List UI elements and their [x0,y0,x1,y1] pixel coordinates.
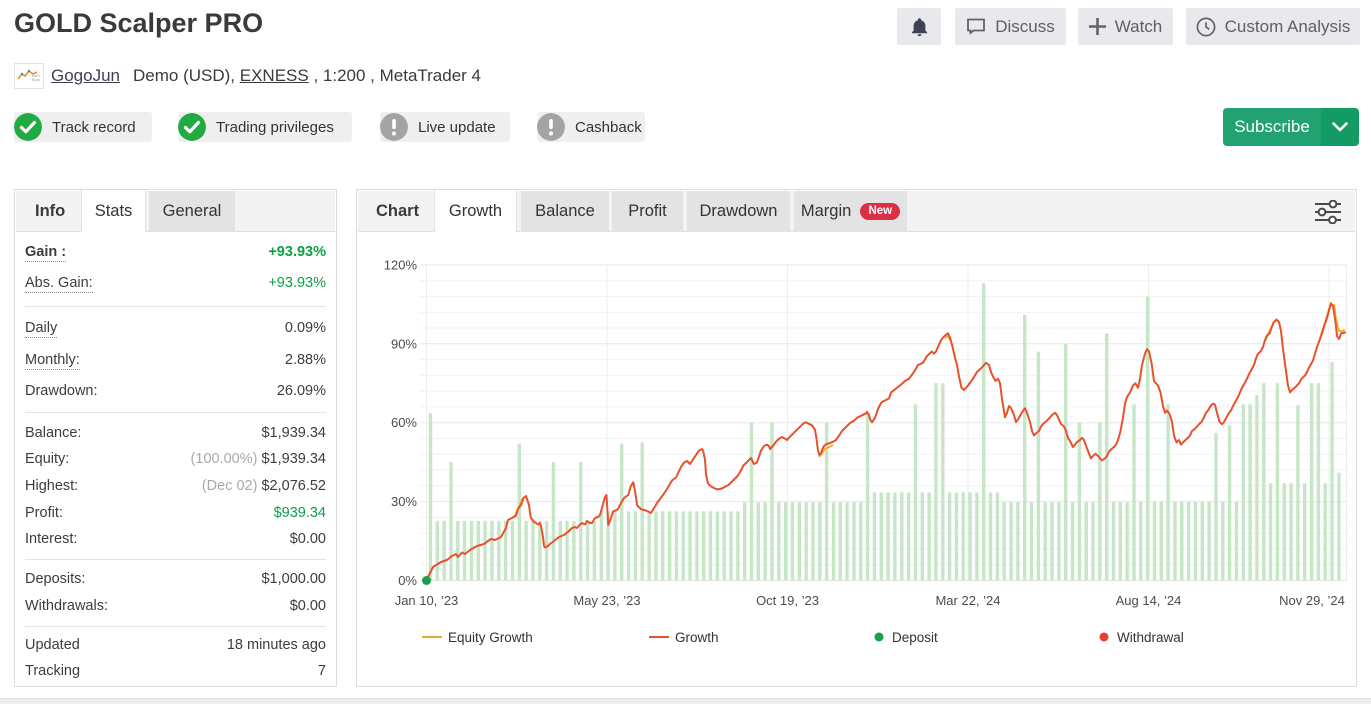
svg-text:120%: 120% [384,257,418,272]
svg-text:Oct 19, ’23: Oct 19, ’23 [756,593,819,608]
svg-text:60%: 60% [391,415,417,430]
svg-text:Deposit: Deposit [892,630,938,645]
svg-text:May 23, ’23: May 23, ’23 [573,593,640,608]
svg-text:Aug 14, ’24: Aug 14, ’24 [1116,593,1182,608]
svg-text:90%: 90% [391,336,417,351]
svg-text:Book: Book [32,78,40,82]
svg-text:Jan 10, ’23: Jan 10, ’23 [395,593,459,608]
svg-text:MyFx: MyFx [32,74,41,78]
svg-text:Equity Growth: Equity Growth [448,630,533,645]
svg-text:30%: 30% [391,494,417,509]
svg-text:Withdrawal: Withdrawal [1117,630,1184,645]
svg-text:Mar 22, ’24: Mar 22, ’24 [935,593,1000,608]
svg-text:Nov 29, ’24: Nov 29, ’24 [1279,593,1345,608]
svg-text:Growth: Growth [675,630,719,645]
svg-text:0%: 0% [398,573,417,588]
